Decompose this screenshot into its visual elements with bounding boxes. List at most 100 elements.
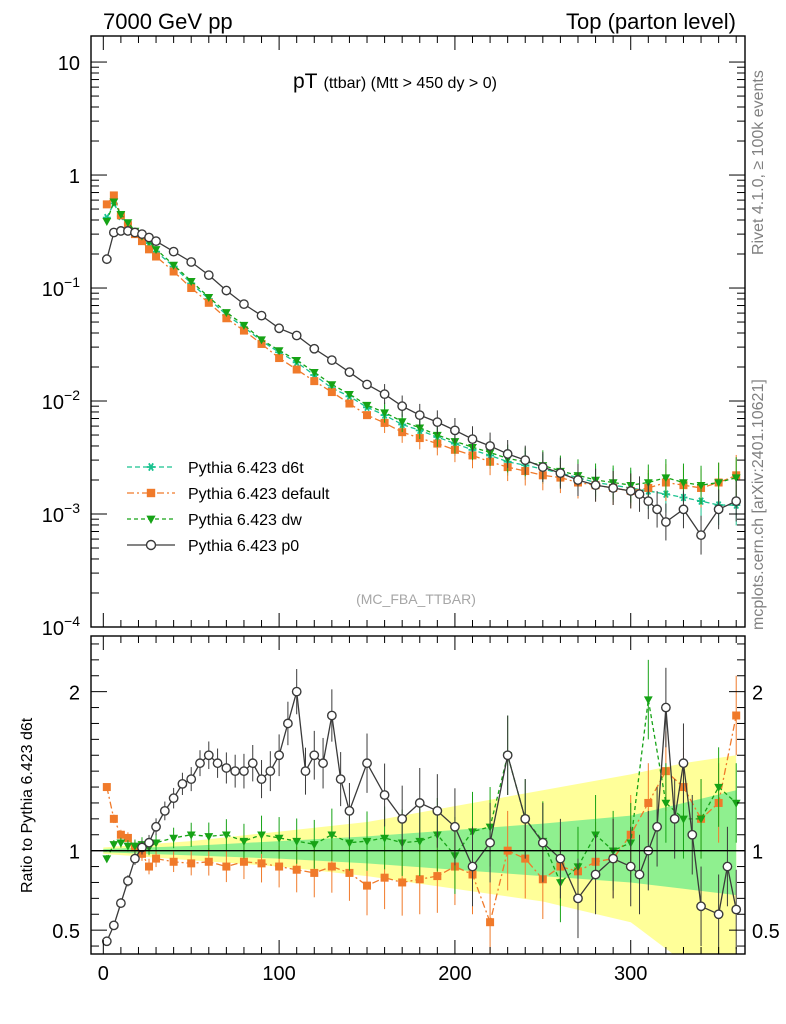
data-point [362, 401, 372, 410]
main-plot-ticks [91, 36, 745, 628]
data-point [433, 872, 442, 881]
data-point [230, 766, 241, 777]
ratio-y-tick-label: 2 [69, 683, 80, 705]
data-point [678, 504, 689, 515]
data-point [123, 842, 133, 851]
data-point [168, 793, 179, 804]
main-plot-frame [90, 35, 746, 628]
ratio-y-tick-label-right: 1 [752, 842, 763, 864]
data-point [212, 758, 223, 769]
data-point [204, 857, 213, 866]
data-point [363, 881, 372, 890]
ratio-tick-labels: 0.5 0.5 1 1 2 2 0 100 200 300 [52, 683, 780, 985]
data-point [327, 381, 337, 390]
data-point [415, 837, 425, 846]
ratio-axis-label: Ratio to Pythia 6.423 d6t [19, 717, 36, 893]
data-point [625, 861, 636, 872]
x-tick-label: 0 [98, 963, 109, 985]
data-point [520, 455, 531, 465]
data-point [714, 479, 724, 488]
ratio-y-tick-label: 1 [69, 842, 80, 864]
data-point [151, 821, 161, 832]
data-point [634, 869, 645, 880]
data-point [204, 298, 213, 307]
data-point [292, 356, 302, 365]
tick-exponent: −1 [64, 274, 80, 290]
data-point [652, 821, 662, 832]
data-point [696, 530, 706, 541]
tick-base: 10 [42, 618, 64, 640]
ratio-plot-data [91, 659, 745, 954]
y-tick-label: 10 [58, 53, 80, 75]
data-point [590, 869, 601, 880]
data-point [309, 750, 320, 761]
data-point [291, 686, 302, 697]
data-point [432, 417, 443, 428]
data-point [555, 468, 566, 479]
analysis-tag: (MC_FBA_TTBAR) [356, 591, 476, 607]
data-point [169, 261, 179, 270]
data-point [221, 309, 231, 318]
series-pythia-6-423-dw [102, 198, 741, 505]
data-point [537, 462, 548, 473]
series-line [106, 200, 737, 486]
data-point [203, 750, 214, 761]
data-point [652, 504, 662, 515]
data-point [186, 831, 196, 840]
data-point [257, 859, 266, 868]
data-point [102, 783, 111, 792]
data-point [731, 474, 741, 483]
data-point [485, 441, 495, 451]
series-line [106, 699, 737, 884]
data-point [643, 496, 654, 507]
data-point [256, 774, 267, 784]
data-point [327, 831, 337, 840]
data-point [608, 853, 619, 864]
data-point [679, 479, 688, 488]
data-point [344, 367, 355, 378]
ratio-plot-frame [90, 635, 746, 955]
data-point [318, 758, 328, 769]
mcplots-label: mcplots.cern.ch [arXiv:2401.10621] [750, 379, 767, 630]
data-point [326, 355, 337, 366]
data-point [123, 219, 133, 228]
data-point [283, 718, 293, 729]
data-point [274, 323, 285, 334]
data-point [239, 857, 248, 866]
data-point [275, 862, 284, 871]
data-point [274, 834, 284, 843]
data-point [696, 481, 706, 490]
data-point [485, 837, 495, 848]
data-point [660, 517, 671, 527]
data-point [432, 806, 443, 816]
data-point [380, 418, 389, 427]
data-point [109, 191, 118, 200]
y-tick-label: 10−3 [42, 500, 80, 527]
data-point [109, 841, 119, 850]
data-point [379, 790, 390, 800]
data-point [169, 267, 178, 276]
tick-exponent: −4 [64, 613, 80, 629]
data-point [168, 246, 179, 257]
data-point [116, 830, 125, 839]
data-point [130, 842, 140, 851]
tick-base: 10 [42, 392, 64, 414]
data-point [177, 778, 188, 789]
legend-marker [146, 462, 156, 472]
data-point [239, 766, 249, 777]
y-tick-label: 10−2 [42, 387, 80, 414]
collision-label: 7000 GeV pp [103, 9, 233, 34]
data-point [291, 330, 302, 341]
data-point [380, 834, 389, 843]
data-point [256, 310, 267, 321]
y-tick-label: 10−1 [42, 274, 80, 301]
legend-label: Pythia 6.423 d6t [188, 460, 304, 477]
data-point [573, 475, 583, 485]
data-point [159, 806, 170, 816]
data-point [101, 936, 112, 947]
data-point [102, 855, 112, 864]
data-point [696, 901, 706, 912]
